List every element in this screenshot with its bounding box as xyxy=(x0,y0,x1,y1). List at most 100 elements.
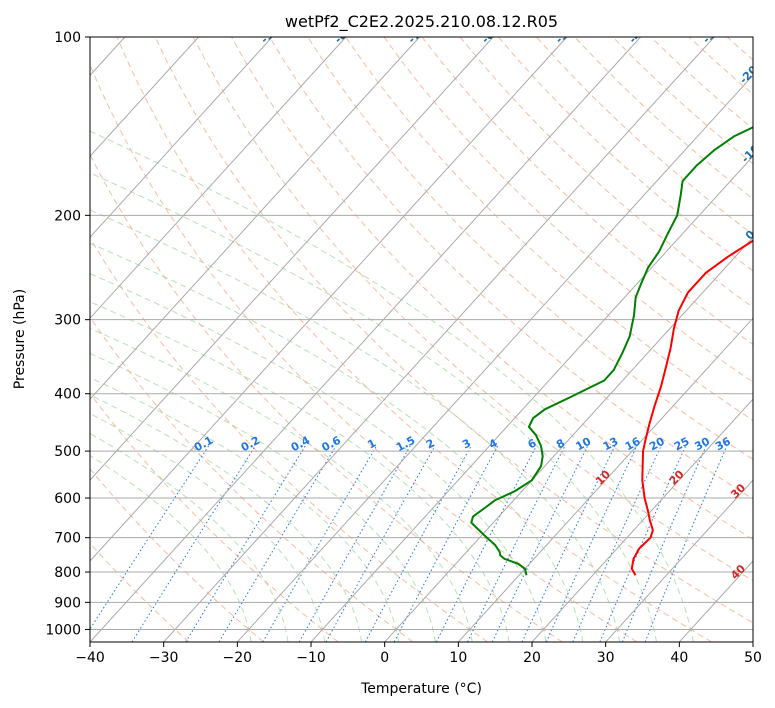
mixing-ratio-lines xyxy=(90,445,728,642)
dry-adiabats xyxy=(90,37,753,642)
x-tick-label: 0 xyxy=(380,650,389,666)
mixing-ratio-line xyxy=(435,445,537,642)
mixing-ratio-label: 3 xyxy=(460,436,473,451)
isotherm-line xyxy=(163,37,715,642)
x-tick-label: −30 xyxy=(149,650,179,666)
mixing-ratio-label: 30 xyxy=(692,435,712,454)
x-axis-label: Temperature (°C) xyxy=(360,681,482,697)
moist-adiabat-line xyxy=(90,394,363,642)
dewpoint-profile-line xyxy=(470,126,753,576)
moist-adiabat-line xyxy=(90,130,694,642)
y-tick-label: 600 xyxy=(54,491,81,507)
mixing-ratio-line xyxy=(364,445,472,642)
temperature-profile-line xyxy=(630,239,753,576)
isotherm-label: -70 xyxy=(405,23,428,46)
moist-adiabat-line xyxy=(90,242,584,642)
y-tick-label: 800 xyxy=(54,565,81,581)
mixing-ratio-line xyxy=(262,445,378,642)
x-tick-label: −20 xyxy=(223,650,253,666)
moist-adiabat-line xyxy=(90,172,657,642)
mixing-ratio-label: 10 xyxy=(574,435,594,454)
isotherm-line xyxy=(310,155,753,642)
mixing-ratio-label: 36 xyxy=(713,435,733,454)
mixing-ratio-label: 13 xyxy=(601,435,621,454)
isotherm-line xyxy=(752,641,753,642)
dry-adiabat-line xyxy=(574,37,753,200)
dry-adiabat-label: 20 xyxy=(667,468,687,488)
chart-title: wetPf2_C2E2.2025.210.08.12.R05 xyxy=(285,12,558,32)
dry-adiabat-line xyxy=(231,37,753,541)
isotherms xyxy=(90,37,753,642)
x-tick-label: 40 xyxy=(670,650,688,666)
y-tick-label: 900 xyxy=(54,595,81,611)
mixing-ratio-label: 4 xyxy=(487,436,500,451)
y-tick-label: 300 xyxy=(54,313,81,329)
x-tick-label: 30 xyxy=(597,650,615,666)
isotherm-label: -10 xyxy=(739,142,762,165)
dry-adiabat-line xyxy=(459,37,753,308)
mixing-ratio-label: 25 xyxy=(672,435,692,454)
x-tick-label: −10 xyxy=(296,650,326,666)
x-tick-label: 20 xyxy=(523,650,541,666)
y-axis-label: Pressure (hPa) xyxy=(12,289,28,389)
y-tick-label: 200 xyxy=(54,208,81,224)
moist-adiabat-line xyxy=(90,327,473,642)
x-axis-ticks: −40 −30 −20 −10 0 10 20 30 40 50 xyxy=(75,642,762,666)
isotherm-label: -80 xyxy=(332,23,355,46)
dry-adiabat-line xyxy=(688,37,753,95)
isotherm-line xyxy=(605,479,753,642)
y-tick-label: 500 xyxy=(54,444,81,460)
dry-adiabat-line xyxy=(90,236,488,642)
isotherm-label: -40 xyxy=(626,23,649,46)
dry-adiabat-label: 10 xyxy=(593,468,613,488)
mixing-ratio-line xyxy=(491,445,589,642)
plot-area: -100-90-80-70-60-50-40-30-20-100 0.10.20… xyxy=(90,23,762,642)
isotherm-line xyxy=(457,317,753,642)
profile-series xyxy=(470,126,753,576)
dry-adiabat-line xyxy=(154,37,753,624)
mixing-ratio-line xyxy=(90,445,210,631)
mixing-ratio-line xyxy=(599,445,687,642)
isotherm-line xyxy=(236,74,753,642)
isotherm-line xyxy=(90,37,347,319)
moist-adiabats xyxy=(90,130,694,642)
y-tick-label: 100 xyxy=(54,30,81,46)
isotherm-label: -50 xyxy=(553,23,576,46)
moist-adiabat-line xyxy=(90,273,547,642)
dry-adiabat-line xyxy=(536,37,753,236)
x-tick-label: −40 xyxy=(75,650,105,666)
isotherm-label: -30 xyxy=(700,23,723,46)
dry-adiabat-line xyxy=(650,37,753,130)
mixing-ratio-line xyxy=(131,445,256,642)
dry-adiabat-line xyxy=(383,37,753,383)
dry-adiabat-line xyxy=(269,37,753,500)
isotherm-labels: -100-90-80-70-60-50-40-30-20-100 xyxy=(258,23,762,242)
dry-adiabat-label: 40 xyxy=(728,562,748,582)
pressure-gridlines xyxy=(90,37,753,630)
moist-adiabat-line xyxy=(90,454,252,642)
x-tick-label: 50 xyxy=(744,650,762,666)
mixing-ratio-label: 20 xyxy=(647,435,667,454)
moist-adiabat-line xyxy=(90,412,326,642)
isotherm-line xyxy=(90,37,494,481)
mixing-ratio-line xyxy=(185,445,306,642)
dry-adiabat-line xyxy=(90,542,190,642)
mixing-ratio-line xyxy=(467,445,566,642)
dry-adiabat-line xyxy=(90,153,563,642)
dry-adiabat-line xyxy=(307,37,753,460)
dry-adiabat-line xyxy=(90,63,638,642)
isotherm-line xyxy=(90,37,199,158)
y-tick-label: 1000 xyxy=(45,622,81,638)
y-tick-label: 400 xyxy=(54,387,81,403)
moist-adiabat-line xyxy=(90,377,399,642)
dry-adiabat-line xyxy=(90,468,264,642)
isotherm-line xyxy=(90,37,641,642)
dry-adiabat-line xyxy=(192,37,753,582)
isotherm-label: -60 xyxy=(479,23,502,46)
plot-frame xyxy=(89,36,754,643)
y-tick-label: 700 xyxy=(54,531,81,547)
isotherm-label: 0 xyxy=(743,227,758,242)
dry-adiabat-line xyxy=(421,37,753,346)
